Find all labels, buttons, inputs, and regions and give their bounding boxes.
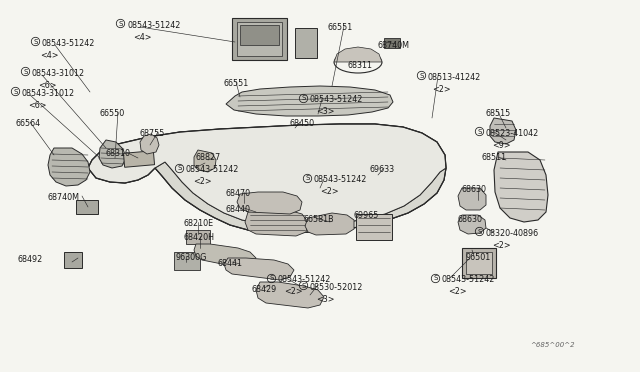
Text: 68420H: 68420H [184,232,215,241]
Text: 66581B: 66581B [304,215,335,224]
Polygon shape [226,86,393,116]
Text: 68429: 68429 [252,285,277,295]
Text: 66550: 66550 [100,109,125,118]
Polygon shape [140,134,159,154]
Text: 68630: 68630 [462,186,487,195]
Text: 68470: 68470 [226,189,251,198]
Text: 68311: 68311 [348,61,373,70]
Text: S: S [118,20,123,26]
Text: S: S [301,282,306,289]
Bar [124,151,154,167]
Bar [466,252,492,274]
Text: 96501: 96501 [466,253,492,263]
Text: 69965: 69965 [354,211,380,219]
Bar [64,252,82,268]
Text: 68440: 68440 [226,205,251,215]
Polygon shape [224,258,294,280]
Text: S: S [177,166,182,171]
Bar [76,200,98,214]
Polygon shape [48,148,90,186]
Text: 08513-41242: 08513-41242 [428,73,481,81]
Polygon shape [155,162,446,233]
Polygon shape [458,215,486,234]
Polygon shape [194,244,256,268]
Polygon shape [494,152,548,222]
Polygon shape [245,210,308,236]
Bar [237,22,282,56]
Text: S: S [269,276,274,282]
Polygon shape [334,47,382,62]
Text: S: S [301,96,306,102]
Text: <2>: <2> [284,288,303,296]
Text: 68441: 68441 [218,259,243,267]
Text: 66551: 66551 [224,78,249,87]
Text: <9>: <9> [492,141,511,150]
Text: 08523-41042: 08523-41042 [486,128,540,138]
Text: S: S [305,176,310,182]
Text: 08543-51242: 08543-51242 [42,38,95,48]
Text: 68450: 68450 [290,119,315,128]
Text: 68511: 68511 [481,154,506,163]
Text: 68740M: 68740M [378,41,410,49]
Bar [384,38,400,48]
Text: S: S [477,228,482,234]
Polygon shape [458,188,486,210]
Text: <6>: <6> [28,100,47,109]
Text: <4>: <4> [133,32,152,42]
Text: <6>: <6> [38,80,56,90]
Text: 08543-51242: 08543-51242 [278,276,332,285]
Text: S: S [433,276,438,282]
Text: <2>: <2> [432,84,451,93]
Text: 08543-51242: 08543-51242 [127,20,180,29]
Text: 69633: 69633 [370,166,395,174]
Text: 08543-51242: 08543-51242 [442,276,495,285]
Polygon shape [256,282,324,308]
Text: 08543-51242: 08543-51242 [314,176,367,185]
Text: 66551: 66551 [328,22,353,32]
Text: <2>: <2> [320,187,339,196]
Text: S: S [33,38,38,45]
Bar [462,248,496,278]
Text: 68515: 68515 [485,109,510,118]
Text: S: S [13,89,18,94]
Text: 96300G: 96300G [176,253,207,263]
Polygon shape [99,140,126,168]
Text: 68492: 68492 [18,256,44,264]
Text: <2>: <2> [193,177,212,186]
Text: 08543-31012: 08543-31012 [32,68,85,77]
Text: <4>: <4> [40,51,58,60]
Bar [232,18,287,60]
Text: S: S [419,73,424,78]
Text: <3>: <3> [316,108,335,116]
Text: S: S [23,68,28,74]
Bar [356,214,392,240]
Text: 08543-51242: 08543-51242 [186,166,239,174]
Text: <3>: <3> [316,295,335,304]
Text: 08530-52012: 08530-52012 [310,282,364,292]
Text: 08543-31012: 08543-31012 [22,89,75,97]
Text: 68755: 68755 [140,128,165,138]
Text: 08320-40896: 08320-40896 [486,228,539,237]
Text: 68630: 68630 [458,215,483,224]
Polygon shape [305,213,354,235]
Bar [186,230,210,244]
Text: S: S [477,128,482,135]
Text: 68827: 68827 [195,154,220,163]
Text: 68740M: 68740M [48,192,80,202]
Text: 68210E: 68210E [184,218,214,228]
Text: ^685^00^2: ^685^00^2 [531,342,575,348]
Text: <2>: <2> [492,241,511,250]
Text: 08543-51242: 08543-51242 [310,96,364,105]
Bar [240,25,279,45]
Polygon shape [88,124,446,226]
Text: <2>: <2> [448,288,467,296]
Bar [174,252,200,270]
Polygon shape [237,192,302,214]
Polygon shape [194,150,216,172]
Text: 66564: 66564 [16,119,41,128]
Bar [295,28,317,58]
Polygon shape [490,118,516,144]
Text: 68310: 68310 [106,148,131,157]
